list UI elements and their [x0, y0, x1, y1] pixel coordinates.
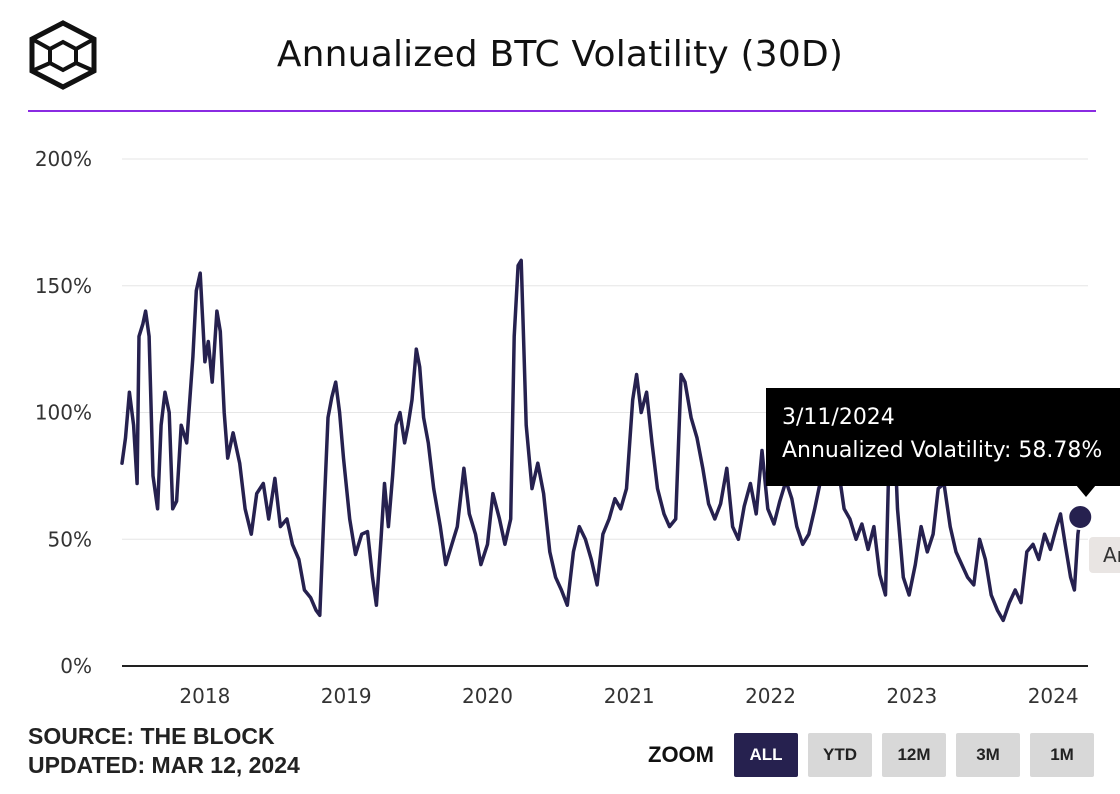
- highlight-point: [1067, 503, 1094, 530]
- the-block-cube-logo-icon: [29, 20, 97, 90]
- tooltip-date: 3/11/2024: [782, 405, 895, 430]
- x-tick-label: 2018: [179, 684, 230, 708]
- title-divider: [28, 110, 1096, 112]
- updated-text: UPDATED: MAR 12, 2024: [28, 752, 300, 778]
- tooltip-pointer: [1076, 485, 1096, 497]
- y-tick-label: 50%: [48, 527, 92, 551]
- data-tooltip: 3/11/2024 Annualized Volatility: 58.78%: [766, 388, 1120, 486]
- y-tick-label: 200%: [35, 147, 92, 171]
- x-tick-label: 2023: [886, 684, 937, 708]
- x-tick-label: 2019: [321, 684, 372, 708]
- zoom-label: ZOOM: [648, 742, 714, 767]
- x-tick-label: 2024: [1028, 684, 1079, 708]
- volatility-chart[interactable]: 0% 50% 100% 150% 200% 2018 2019 2020 2021 2022 202…: [0, 0, 1120, 720]
- chart-title: Annualized BTC Volatility (30D): [276, 34, 844, 75]
- source-footer: SOURCE: THE BLOCK UPDATED: MAR 12, 2024: [28, 722, 300, 780]
- tooltip-value: Annualized Volatility: 58.78%: [782, 438, 1103, 463]
- zoom-controls: ZOOM ALL YTD 12M 3M 1M: [648, 733, 1104, 777]
- zoom-1m-button[interactable]: 1M: [1030, 733, 1094, 777]
- x-tick-label: 2020: [462, 684, 513, 708]
- zoom-12m-button[interactable]: 12M: [882, 733, 946, 777]
- x-tick-label: 2021: [604, 684, 655, 708]
- series-hover-chip: Ar: [1089, 537, 1120, 573]
- y-tick-label: 100%: [35, 401, 92, 425]
- y-tick-label: 150%: [35, 274, 92, 298]
- x-tick-label: 2022: [745, 684, 796, 708]
- series-line: [120, 258, 1083, 623]
- zoom-all-button[interactable]: ALL: [734, 733, 798, 777]
- zoom-ytd-button[interactable]: YTD: [808, 733, 872, 777]
- zoom-3m-button[interactable]: 3M: [956, 733, 1020, 777]
- source-text: SOURCE: THE BLOCK: [28, 723, 275, 749]
- y-tick-label: 0%: [60, 654, 92, 678]
